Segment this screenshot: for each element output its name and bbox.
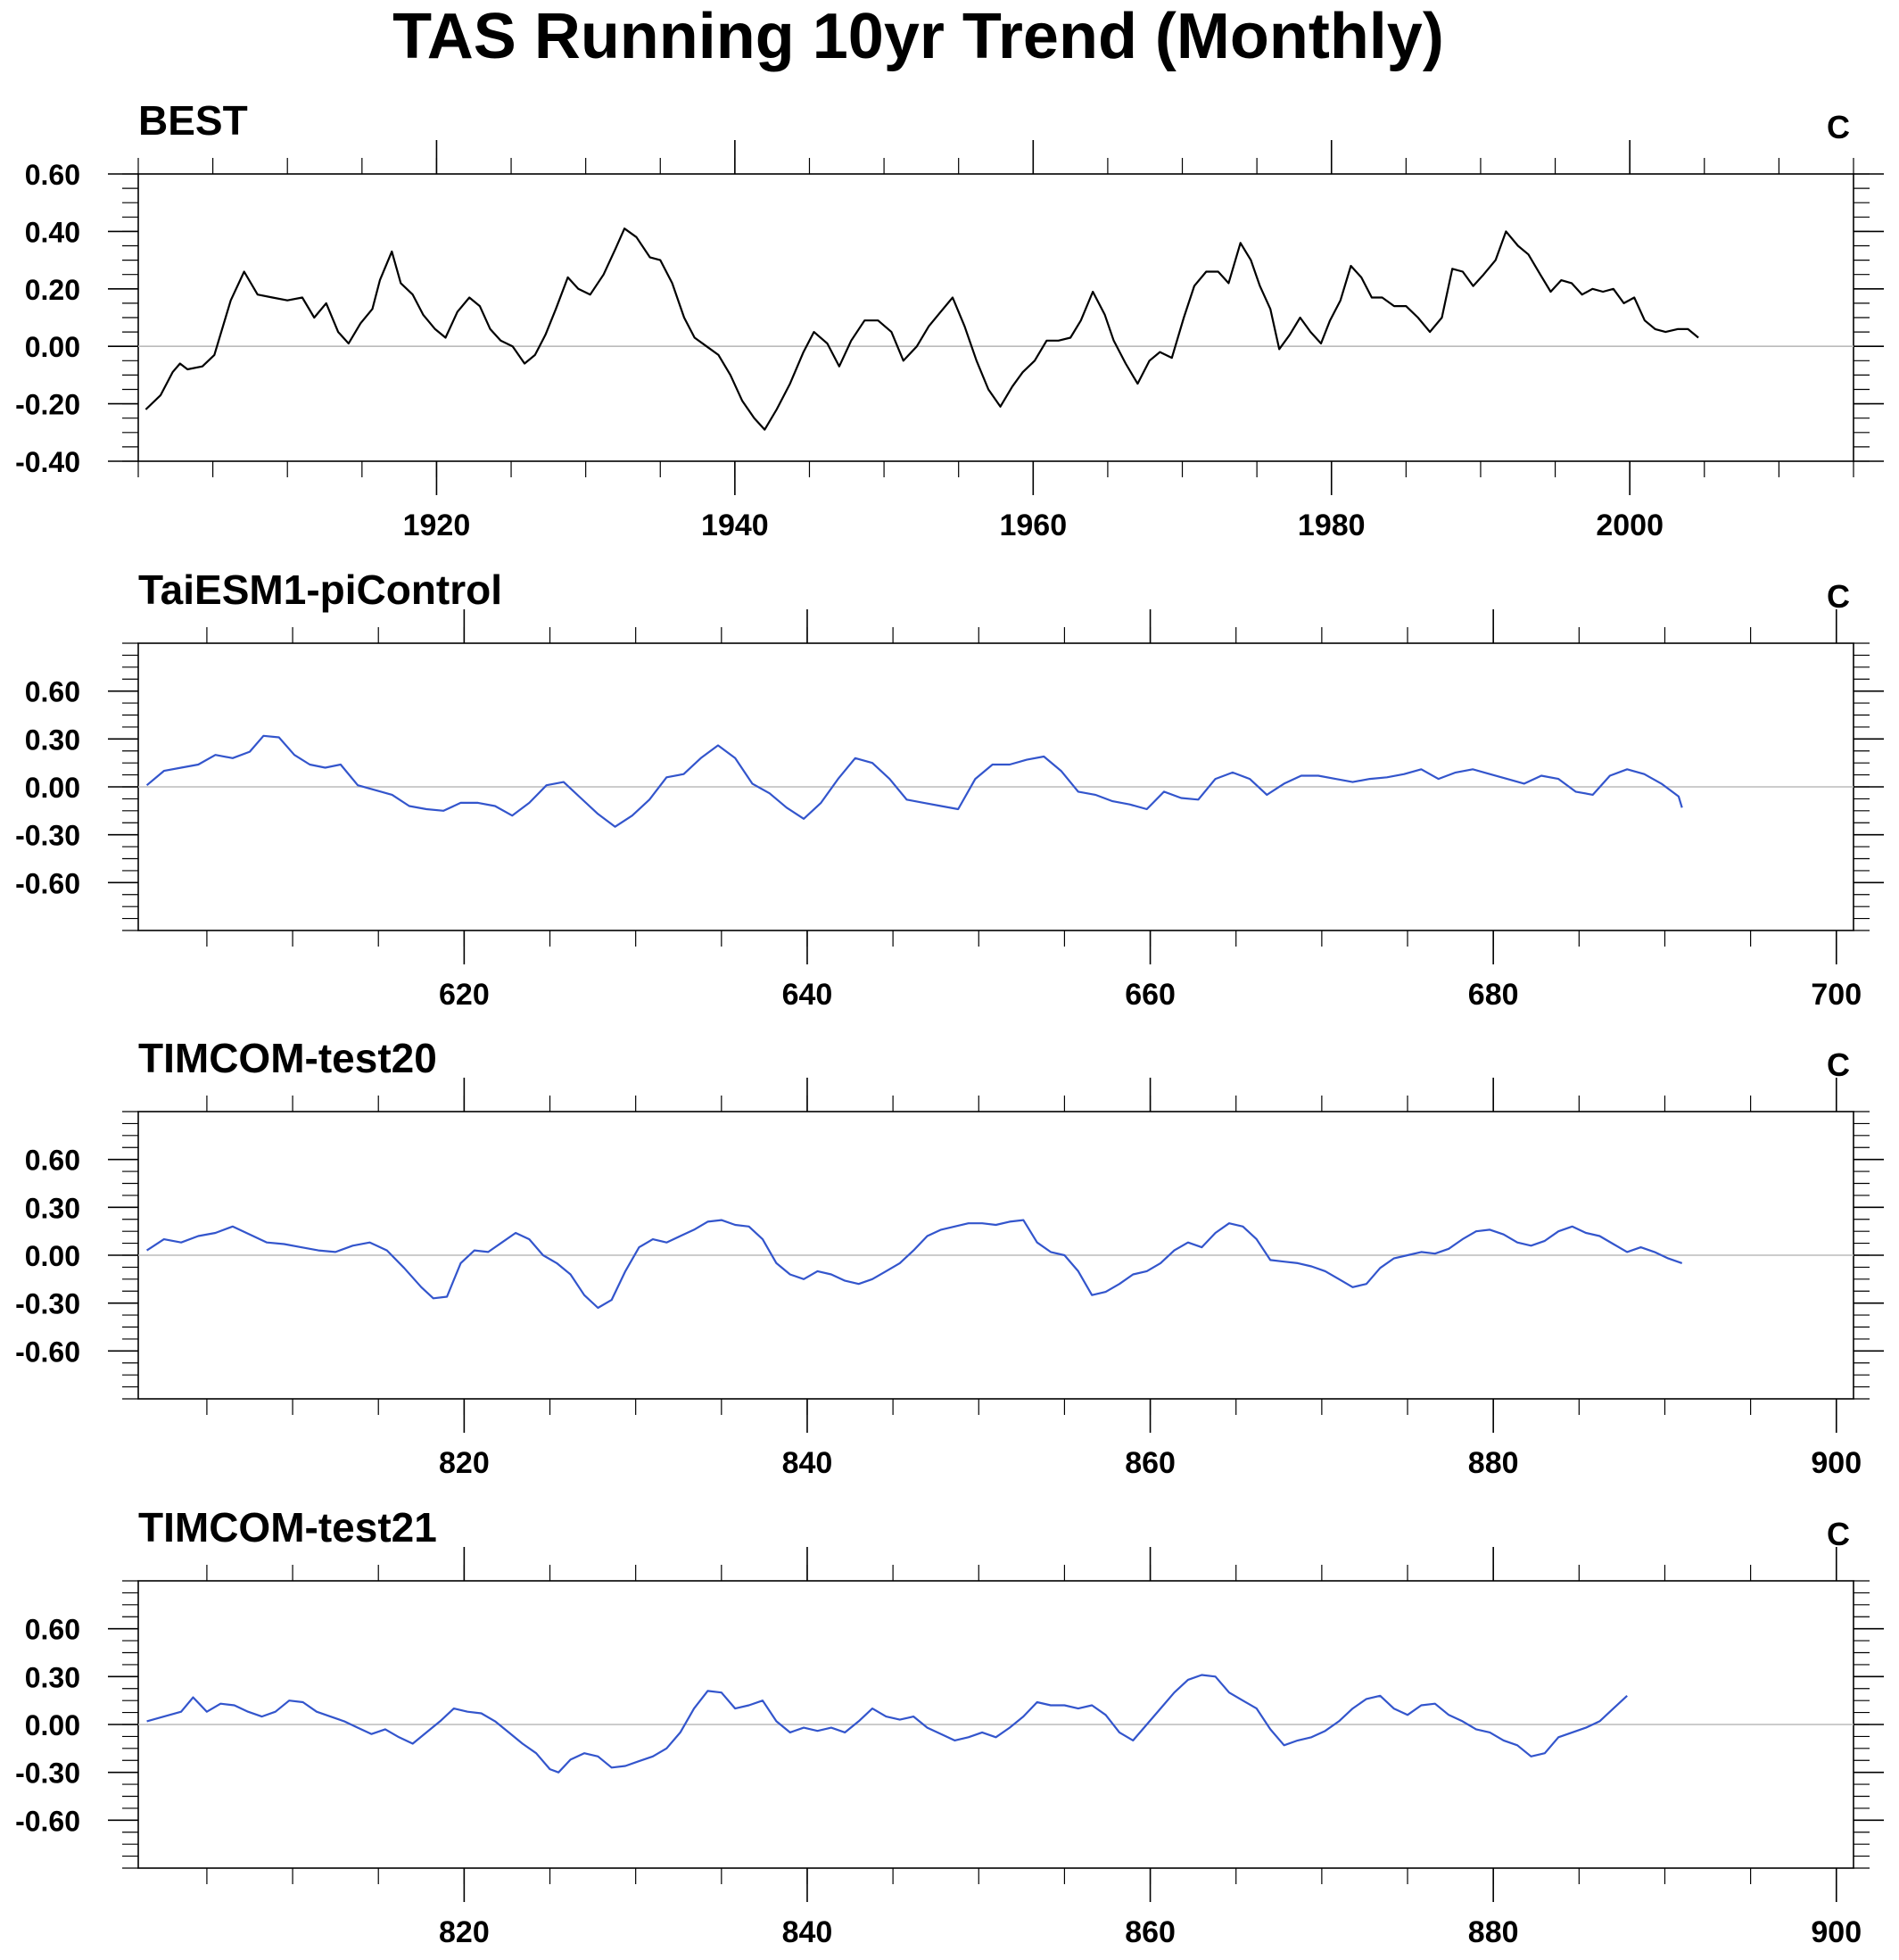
x-tick-label: 1980 <box>1298 509 1366 542</box>
x-tick-label: 640 <box>782 978 833 1012</box>
y-tick-label: 0.60 <box>25 676 80 708</box>
x-tick-label: 880 <box>1468 1446 1519 1480</box>
y-tick-label: 0.40 <box>25 216 80 248</box>
y-tick-label: 0.30 <box>25 1661 80 1693</box>
panel-1: TaiESM1-piControl C -0.60 -0.30 0.00 0.30 0.60… <box>15 566 1884 1012</box>
x-tick-label: 900 <box>1811 1915 1862 1949</box>
panel-units: C <box>1827 1516 1850 1552</box>
y-tick-label: -0.20 <box>15 389 80 421</box>
main-title: TAS Running 10yr Trend (Monthly) <box>392 1 1444 72</box>
x-tick-label: 840 <box>782 1915 833 1949</box>
y-tick-label: 0.60 <box>25 1614 80 1646</box>
series-line <box>144 227 1699 431</box>
panel-title: TaiESM1-piControl <box>138 566 502 613</box>
y-tick-label: 0.60 <box>25 1145 80 1177</box>
panel-title: TIMCOM-test20 <box>138 1035 437 1081</box>
y-tick-label: -0.30 <box>15 1288 80 1320</box>
y-tick-label: 0.00 <box>25 1709 80 1741</box>
y-tick-label: -0.60 <box>15 867 80 899</box>
y-tick-label: -0.60 <box>15 1336 80 1368</box>
y-tick-label: 0.30 <box>25 724 80 756</box>
y-tick-label: 0.00 <box>25 772 80 804</box>
panel-units: C <box>1827 1046 1850 1083</box>
panel-title: BEST <box>138 97 248 144</box>
x-tick-label: 820 <box>439 1915 490 1949</box>
series-line <box>145 734 1683 828</box>
x-tick-label: 700 <box>1811 978 1862 1012</box>
y-tick-label: -0.60 <box>15 1805 80 1837</box>
x-tick-label: 680 <box>1468 978 1519 1012</box>
y-tick-label: -0.30 <box>15 820 80 852</box>
y-tick-label: 0.00 <box>25 1240 80 1272</box>
y-tick-label: 0.30 <box>25 1192 80 1224</box>
x-tick-label: 660 <box>1125 978 1176 1012</box>
panel-2: TIMCOM-test20 C -0.60 -0.30 0.00 0.30 0.60 820 8… <box>15 1035 1884 1480</box>
series-line <box>145 1219 1683 1310</box>
y-tick-label: 0.60 <box>25 159 80 191</box>
x-tick-label: 900 <box>1811 1446 1862 1480</box>
y-tick-label: -0.40 <box>15 446 80 478</box>
panel-units: C <box>1827 578 1850 615</box>
x-tick-label: 860 <box>1125 1446 1176 1480</box>
panel-3: TIMCOM-test21 C -0.60 -0.30 0.00 0.30 0.60 820 8… <box>15 1504 1884 1949</box>
x-tick-label: 860 <box>1125 1915 1176 1949</box>
panel-title: TIMCOM-test21 <box>138 1504 437 1551</box>
series-line <box>146 1674 1628 1774</box>
x-tick-label: 820 <box>439 1446 490 1480</box>
plot-frame <box>137 173 1854 462</box>
x-tick-label: 1920 <box>403 509 471 542</box>
x-tick-label: 840 <box>782 1446 833 1480</box>
x-tick-label: 1940 <box>701 509 769 542</box>
x-tick-label: 880 <box>1468 1915 1519 1949</box>
x-tick-label: 2000 <box>1596 509 1664 542</box>
y-tick-label: 0.00 <box>25 331 80 363</box>
y-tick-label: -0.30 <box>15 1757 80 1790</box>
x-tick-label: 1960 <box>999 509 1067 542</box>
panel-0: BEST C -0.40 -0.20 0.00 0.20 0.40 0.60 1920 1940 1… <box>15 97 1884 542</box>
panel-units: C <box>1827 109 1850 145</box>
y-tick-label: 0.20 <box>25 274 80 306</box>
x-tick-label: 620 <box>439 978 490 1012</box>
